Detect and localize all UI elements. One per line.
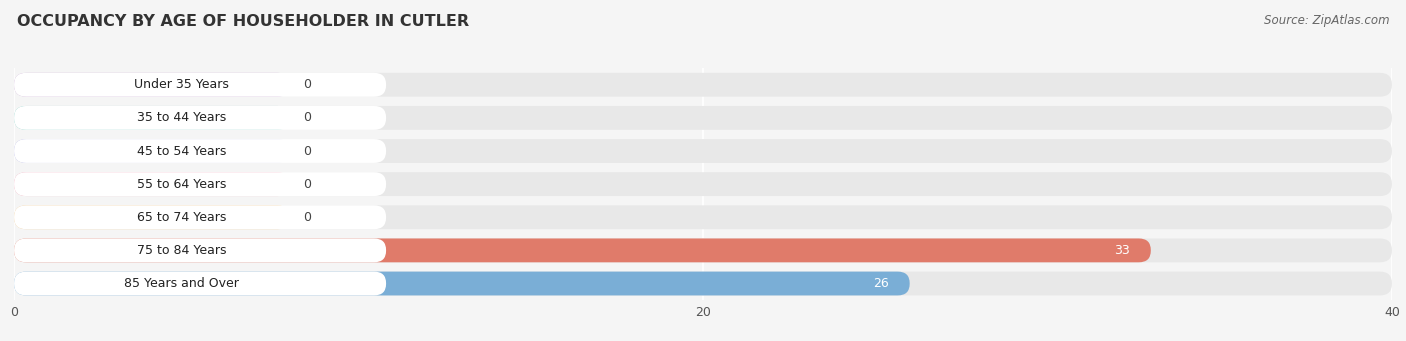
FancyBboxPatch shape: [14, 73, 1392, 97]
FancyBboxPatch shape: [14, 106, 290, 130]
FancyBboxPatch shape: [14, 271, 910, 295]
Text: 0: 0: [304, 178, 311, 191]
FancyBboxPatch shape: [14, 73, 387, 97]
FancyBboxPatch shape: [14, 106, 387, 130]
FancyBboxPatch shape: [14, 106, 1392, 130]
FancyBboxPatch shape: [14, 238, 387, 262]
Text: 65 to 74 Years: 65 to 74 Years: [136, 211, 226, 224]
Text: OCCUPANCY BY AGE OF HOUSEHOLDER IN CUTLER: OCCUPANCY BY AGE OF HOUSEHOLDER IN CUTLE…: [17, 14, 470, 29]
Text: 55 to 64 Years: 55 to 64 Years: [136, 178, 226, 191]
FancyBboxPatch shape: [14, 238, 1152, 262]
Text: 33: 33: [1115, 244, 1130, 257]
Text: 0: 0: [304, 145, 311, 158]
FancyBboxPatch shape: [14, 139, 290, 163]
FancyBboxPatch shape: [14, 172, 290, 196]
FancyBboxPatch shape: [14, 205, 290, 229]
FancyBboxPatch shape: [14, 139, 387, 163]
Text: 0: 0: [304, 112, 311, 124]
Text: 26: 26: [873, 277, 889, 290]
FancyBboxPatch shape: [14, 73, 290, 97]
Text: Source: ZipAtlas.com: Source: ZipAtlas.com: [1264, 14, 1389, 27]
FancyBboxPatch shape: [14, 205, 387, 229]
Text: 35 to 44 Years: 35 to 44 Years: [136, 112, 226, 124]
FancyBboxPatch shape: [14, 172, 387, 196]
FancyBboxPatch shape: [14, 172, 1392, 196]
FancyBboxPatch shape: [14, 271, 1392, 295]
Text: 45 to 54 Years: 45 to 54 Years: [136, 145, 226, 158]
FancyBboxPatch shape: [14, 238, 1392, 262]
Text: Under 35 Years: Under 35 Years: [134, 78, 229, 91]
Text: 75 to 84 Years: 75 to 84 Years: [136, 244, 226, 257]
FancyBboxPatch shape: [14, 139, 1392, 163]
FancyBboxPatch shape: [14, 205, 1392, 229]
Text: 0: 0: [304, 78, 311, 91]
Text: 85 Years and Over: 85 Years and Over: [124, 277, 239, 290]
Text: 0: 0: [304, 211, 311, 224]
FancyBboxPatch shape: [14, 271, 387, 295]
